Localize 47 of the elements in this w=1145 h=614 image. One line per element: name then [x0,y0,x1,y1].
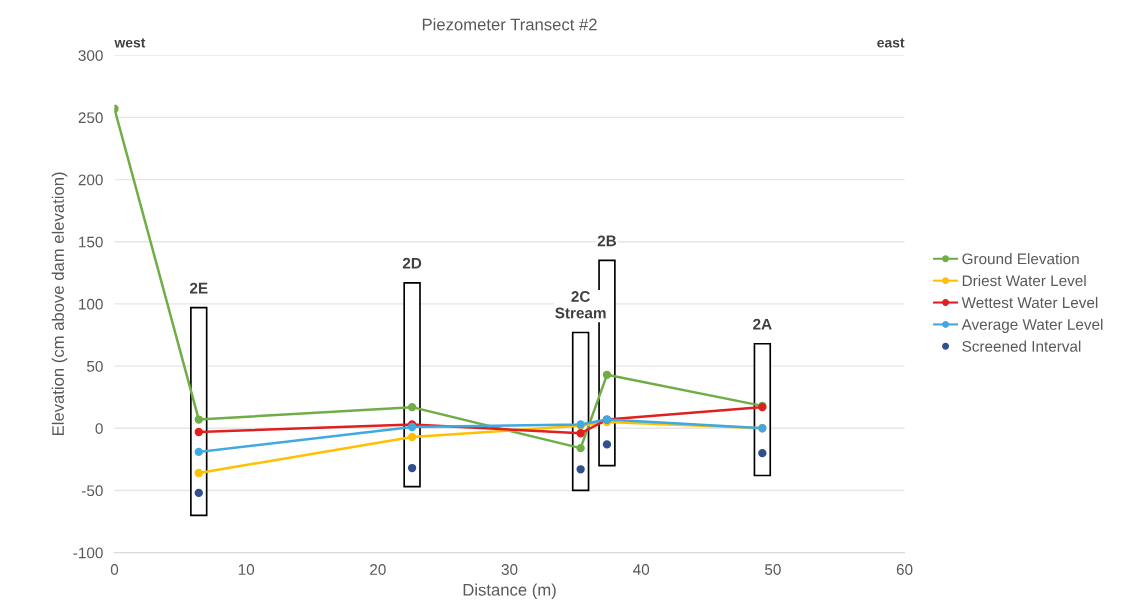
point [602,440,612,449]
point [407,402,417,412]
x-tick-label: 10 [238,564,255,575]
point [194,427,203,437]
x-tick-label: 50 [764,564,781,575]
point [576,465,585,474]
x-axis-title: Distance (m) [463,583,556,600]
y-tick-label: 300 [78,50,103,61]
y-tick-label: 150 [79,236,103,248]
x-tick-label: 20 [370,564,386,575]
y-tick-label: 200 [78,174,103,186]
y-tick-label: 250 [78,112,103,124]
point [602,370,612,379]
x-tick-label: 40 [633,564,650,575]
annotation: 2C Stream [555,291,606,319]
y-tick-label: 0 [95,423,103,434]
y-tick-label: -50 [81,485,103,497]
point [576,429,585,438]
annotation: 2E [189,282,208,294]
legend-label: Ground Elevation [962,253,1079,265]
annotation: 2A [753,318,772,330]
point [194,447,203,457]
y-tick-label: -100 [73,547,103,559]
y-tick-label: 100 [79,298,103,310]
point [407,432,417,442]
text: west [114,38,146,48]
point [194,488,203,498]
point [576,443,585,453]
x-tick-label: 0 [110,564,119,575]
point [758,448,767,458]
legend-label: Average Water Level [961,318,1103,333]
bar [403,281,421,488]
point [407,463,417,473]
point [194,415,203,424]
text: east [877,38,905,48]
x-tick-label: 60 [896,564,913,575]
y-axis-title: Elevation (cm above dam elevation) [51,172,68,436]
x-tick-label: 30 [501,564,518,575]
legend-label: Wettest Water Level [961,296,1098,309]
legend-label: Screened Interval [962,340,1081,352]
point [194,468,203,478]
legend-label: Driest Water Level [962,274,1086,287]
annotation: 2D [402,257,422,269]
bar [753,342,772,477]
chart-title: Piezometer Transect #2 [422,18,597,31]
annotation: 2B [597,235,617,247]
y-tick-label: 50 [87,360,103,372]
